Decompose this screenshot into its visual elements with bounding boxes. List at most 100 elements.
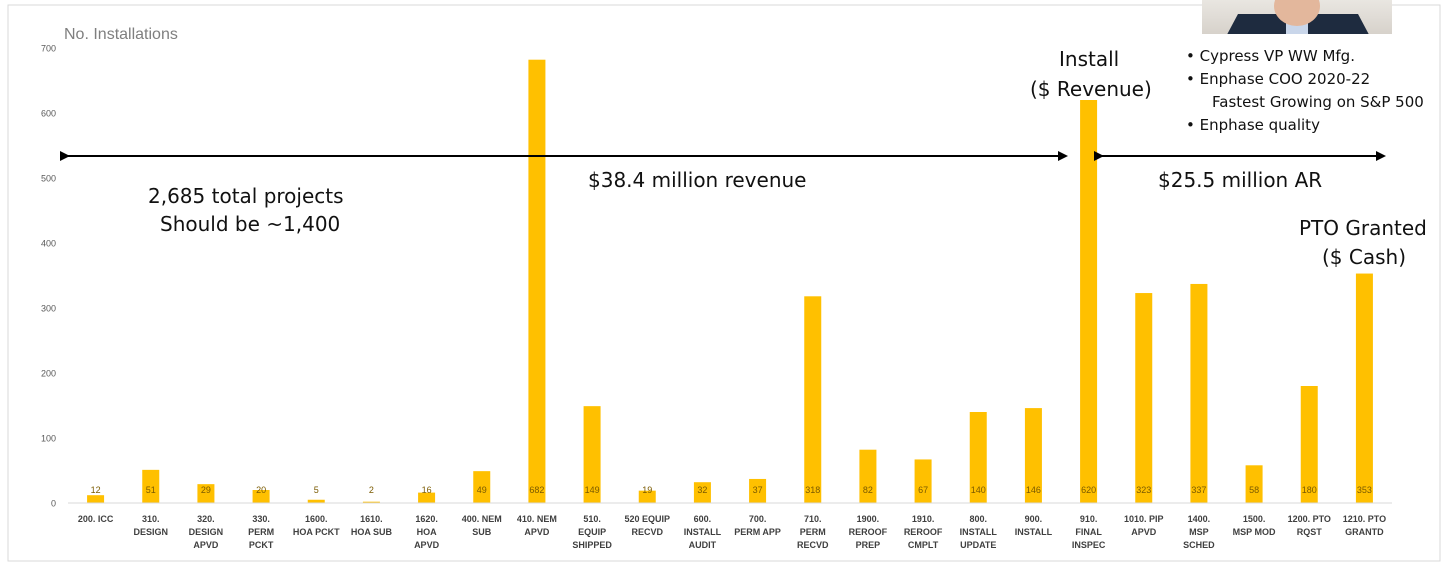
bar-0 — [87, 495, 105, 503]
chart-frame — [7, 4, 1441, 562]
pto-cash-label: ($ Cash) — [1322, 245, 1407, 269]
should-be-annotation: Should be ~1,400 — [160, 212, 341, 236]
data-label-19: 323 — [1136, 485, 1151, 495]
bio-item-1-text: • Cypress VP WW Mfg. — [1186, 47, 1355, 65]
data-label-21: 58 — [1249, 485, 1259, 495]
data-label-1: 51 — [146, 485, 156, 495]
data-label-2: 29 — [201, 485, 211, 495]
x-tick-label-15: 1910. REROOF CMPLT — [904, 514, 943, 550]
x-tick-label-7: 400. NEM SUB — [462, 514, 502, 537]
x-tick-label-11: 600. INSTALL AUDIT — [684, 514, 722, 550]
x-axis: 200. ICC 310. DESIGN 320. DESIGN APVD 330. PERM… — [68, 502, 1392, 550]
bar-21 — [1245, 465, 1263, 503]
executive-bio-list: • Cypress VP WW Mfg. • Enphase COO 2020-… — [1186, 45, 1424, 137]
bar-4 — [307, 499, 325, 503]
data-label-16: 140 — [971, 485, 986, 495]
data-label-3: 20 — [256, 485, 266, 495]
data-label-0: 12 — [91, 485, 101, 495]
x-tick-label-22: 1200. PTO RQST — [1288, 514, 1331, 537]
bar-12 — [749, 478, 767, 503]
x-tick-label-14: 1900. REROOF PREP — [849, 514, 888, 550]
bar-20 — [1190, 283, 1208, 503]
bar-7 — [473, 471, 491, 503]
y-tick-label-700: 700 — [41, 44, 56, 54]
bar-13 — [804, 296, 822, 503]
x-tick-label-4: 1600. HOA PCKT — [293, 514, 340, 537]
bar-16 — [969, 412, 987, 503]
bar-18 — [1080, 100, 1098, 503]
data-label-15: 67 — [918, 485, 928, 495]
x-tick-label-9: 510. EQUIP SHIPPED — [572, 514, 612, 550]
data-label-23: 353 — [1357, 485, 1372, 495]
data-label-4: 5 — [314, 485, 319, 495]
y-tick-label-400: 400 — [41, 239, 56, 249]
x-tick-label-21: 1500. MSP MOD — [1233, 514, 1276, 537]
y-tick-label-100: 100 — [41, 434, 56, 444]
ar-span-annotation: $25.5 million AR — [1158, 168, 1323, 192]
x-tick-label-20: 1400. MSP SCHED — [1183, 514, 1215, 550]
y-tick-label-0: 0 — [51, 499, 56, 509]
data-label-18: 620 — [1081, 485, 1096, 495]
x-tick-label-17: 900. INSTALL — [1015, 514, 1053, 537]
data-label-10: 19 — [642, 485, 652, 495]
bar-23 — [1355, 273, 1373, 503]
y-tick-label-300: 300 — [41, 304, 56, 314]
bar-3 — [252, 490, 270, 503]
bar-11 — [693, 482, 711, 503]
data-label-17: 146 — [1026, 485, 1041, 495]
x-tick-label-6: 1620. HOA APVD — [414, 514, 440, 550]
pto-granted-label: PTO Granted — [1299, 216, 1427, 240]
bar-6 — [418, 492, 436, 503]
bar-2 — [197, 484, 215, 503]
data-label-20: 337 — [1191, 485, 1206, 495]
bar-9 — [583, 406, 601, 503]
data-label-12: 37 — [753, 485, 763, 495]
bar-8 — [528, 59, 546, 503]
bio-item-3: • Enphase quality — [1186, 114, 1424, 137]
bar-14 — [859, 449, 877, 503]
x-tick-label-23: 1210. PTO GRANTD — [1343, 514, 1386, 537]
install-revenue-label: ($ Revenue) — [1030, 77, 1152, 101]
x-tick-label-1: 310. DESIGN — [133, 514, 168, 537]
bar-22 — [1300, 386, 1318, 503]
y-tick-label-600: 600 — [41, 109, 56, 119]
x-tick-label-13: 710. PERM RECVD — [797, 514, 829, 550]
bio-item-2-sub: Fastest Growing on S&P 500 — [1212, 93, 1424, 111]
data-label-13: 318 — [805, 485, 820, 495]
x-tick-label-8: 410. NEM APVD — [517, 514, 557, 537]
bar-17 — [1024, 408, 1042, 503]
revenue-span-annotation: $38.4 million revenue — [588, 168, 807, 192]
data-label-9: 149 — [585, 485, 600, 495]
bar-19 — [1135, 293, 1153, 503]
y-tick-label-500: 500 — [41, 174, 56, 184]
x-tick-label-18: 910. FINAL INSPEC — [1072, 514, 1106, 550]
data-label-14: 82 — [863, 485, 873, 495]
bio-item-2: • Enphase COO 2020-22 Fastest Growing on … — [1186, 68, 1424, 114]
x-tick-label-3: 330. PERM PCKT — [248, 514, 274, 550]
data-label-22: 180 — [1302, 485, 1317, 495]
bio-item-1: • Cypress VP WW Mfg. — [1186, 45, 1424, 68]
data-label-11: 32 — [697, 485, 707, 495]
y-axis-title: No. Installations — [64, 26, 178, 43]
x-tick-label-2: 320. DESIGN APVD — [189, 514, 224, 550]
bar-1 — [142, 469, 160, 503]
bar-5 — [362, 501, 380, 503]
data-label-5: 2 — [369, 485, 374, 495]
y-tick-label-200: 200 — [41, 369, 56, 379]
bar-15 — [914, 459, 932, 503]
x-tick-label-16: 800. INSTALL UPDATE — [960, 514, 998, 550]
x-tick-label-10: 520 EQUIP RECVD — [624, 514, 670, 537]
x-tick-label-12: 700. PERM APP — [734, 514, 781, 537]
total-projects-annotation: 2,685 total projects — [148, 184, 344, 208]
x-tick-label-19: 1010. PIP APVD — [1124, 514, 1164, 537]
y-axis: 0 100 200 300 400 500 600 700 — [41, 44, 56, 509]
x-tick-label-0: 200. ICC — [78, 514, 114, 524]
data-label-6: 16 — [422, 485, 432, 495]
bio-item-3-text: • Enphase quality — [1186, 116, 1320, 134]
bars: 12 51 29 20 5 2 16 49 682 149 19 32 37 318 82 67 140 146 6… — [87, 59, 1373, 503]
bar-10 — [638, 490, 656, 503]
x-tick-label-5: 1610. HOA SUB — [351, 514, 393, 537]
data-label-7: 49 — [477, 485, 487, 495]
executive-photo — [1202, 0, 1392, 34]
